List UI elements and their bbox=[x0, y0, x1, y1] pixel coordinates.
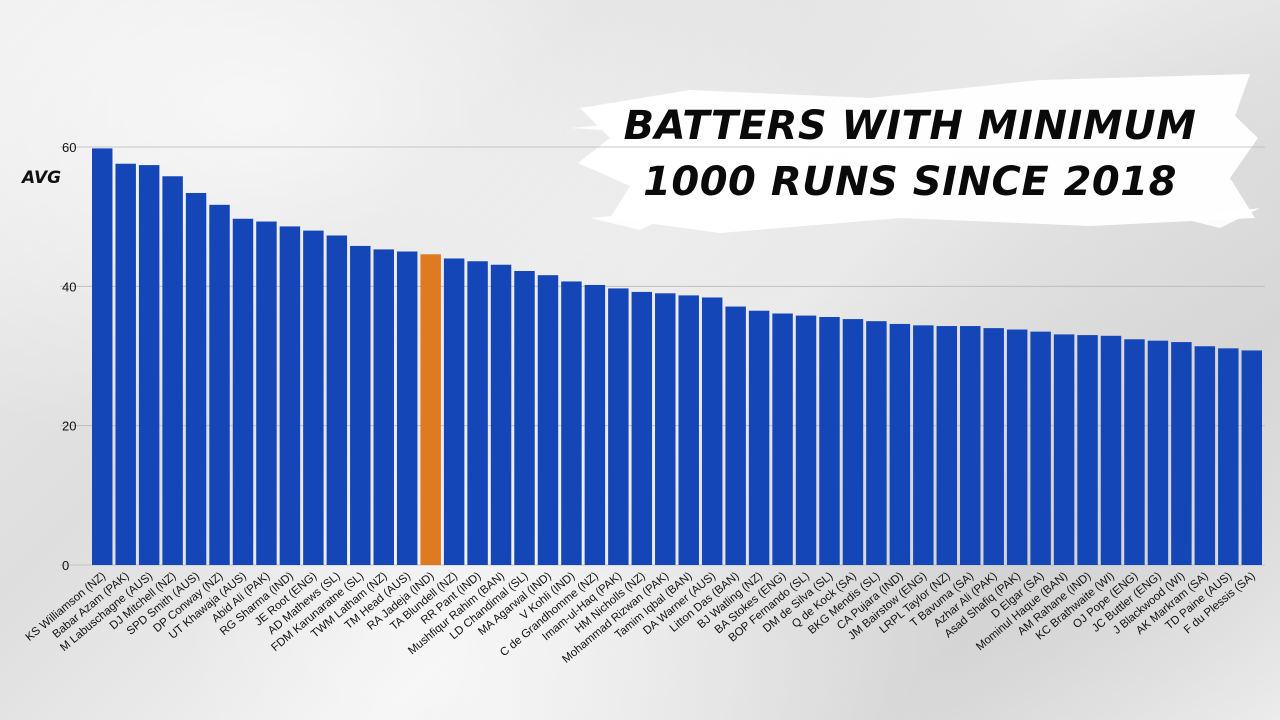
y-tick-label: 0 bbox=[62, 558, 69, 573]
y-axis-label: AVG bbox=[22, 168, 62, 188]
bar bbox=[1218, 348, 1239, 565]
bar bbox=[725, 306, 746, 565]
bar bbox=[655, 293, 676, 565]
bar bbox=[842, 319, 864, 565]
bar bbox=[1053, 334, 1075, 565]
bar bbox=[350, 245, 371, 565]
bar bbox=[1194, 346, 1216, 565]
bar bbox=[1030, 331, 1051, 565]
bar bbox=[303, 230, 324, 565]
bar bbox=[748, 310, 770, 565]
title-brush-banner bbox=[570, 74, 1260, 233]
bar bbox=[209, 204, 230, 565]
bar bbox=[1124, 339, 1145, 565]
bar bbox=[1147, 340, 1169, 565]
bar bbox=[443, 258, 465, 565]
bar bbox=[1077, 335, 1098, 565]
y-tick-label: 20 bbox=[62, 419, 76, 434]
bar bbox=[1100, 335, 1122, 565]
bar bbox=[631, 291, 653, 565]
bar bbox=[232, 218, 254, 565]
bar bbox=[1171, 342, 1192, 565]
bar bbox=[701, 297, 723, 565]
bar bbox=[256, 221, 277, 566]
bar bbox=[490, 264, 512, 565]
bar bbox=[396, 251, 418, 565]
bar bbox=[467, 261, 488, 565]
bar bbox=[537, 275, 559, 565]
bar bbox=[795, 315, 817, 565]
bar bbox=[960, 326, 981, 565]
bar bbox=[279, 226, 301, 566]
bar bbox=[608, 288, 629, 565]
bar bbox=[913, 325, 934, 565]
y-tick-label: 40 bbox=[62, 279, 76, 294]
bar bbox=[92, 148, 113, 565]
bar bbox=[514, 271, 535, 565]
bar bbox=[326, 235, 348, 566]
chart-title: BATTERS WITH MINIMUM 1000 RUNS SINCE 201… bbox=[623, 103, 1197, 205]
y-tick-label: 60 bbox=[62, 140, 76, 155]
bar bbox=[936, 326, 958, 565]
bar bbox=[115, 163, 136, 565]
bar bbox=[373, 249, 394, 565]
bar bbox=[983, 328, 1004, 565]
bar bbox=[772, 313, 793, 565]
bar bbox=[889, 323, 911, 565]
bar bbox=[561, 281, 582, 565]
bar-highlighted bbox=[420, 254, 441, 566]
bar bbox=[138, 165, 160, 566]
bar bbox=[185, 192, 207, 566]
bar bbox=[162, 176, 183, 565]
bar bbox=[584, 284, 606, 565]
bar bbox=[678, 295, 699, 565]
bar bbox=[819, 316, 840, 565]
bar bbox=[1006, 329, 1028, 565]
bar bbox=[866, 321, 887, 565]
bar bbox=[1241, 350, 1262, 565]
